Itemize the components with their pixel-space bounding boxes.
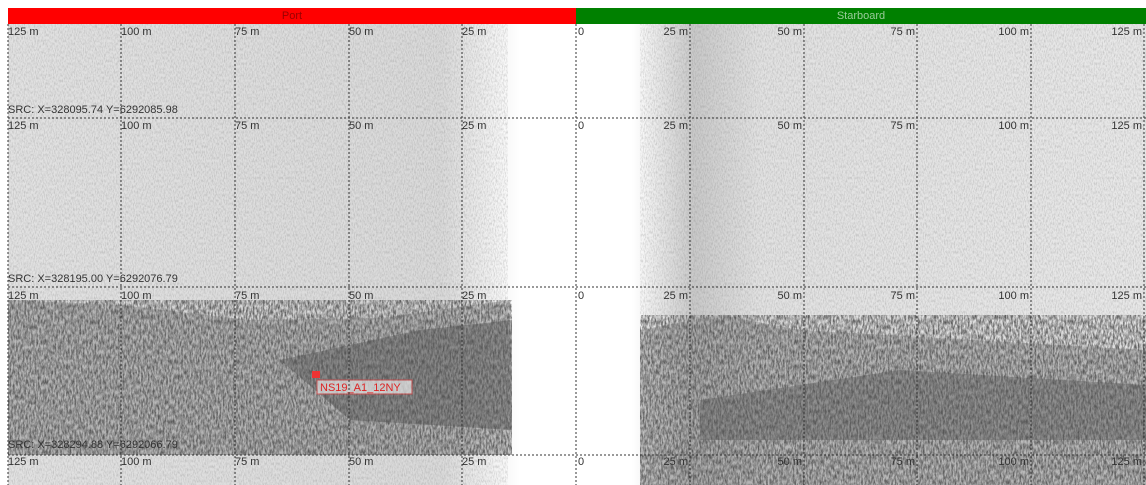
target-marker: [312, 371, 320, 378]
starboard-range-label: 25 m: [664, 120, 688, 132]
port-range-label: 50 m: [349, 290, 373, 302]
starboard-range-label: 75 m: [891, 26, 915, 38]
src-label: SRC: X=328195.00 Y=6292076.79: [8, 273, 178, 285]
starboard-range-label: 125 m: [1111, 120, 1142, 132]
src-label: SRC: X=328095.74 Y=6292085.98: [8, 104, 178, 116]
port-range-label: 100 m: [121, 290, 152, 302]
starboard-range-label: 75 m: [891, 456, 915, 468]
starboard-range-label: 25 m: [664, 456, 688, 468]
starboard-range-label: 25 m: [664, 26, 688, 38]
port-range-label: 50 m: [349, 120, 373, 132]
starboard-dark-patch: [700, 370, 1146, 440]
port-range-label: 100 m: [121, 456, 152, 468]
port-range-label: 100 m: [121, 26, 152, 38]
port-title: Port: [282, 10, 302, 22]
port-range-label: 75 m: [235, 456, 259, 468]
port-range-label: 75 m: [235, 120, 259, 132]
port-range-label: 125 m: [8, 26, 39, 38]
starboard-range-label: 125 m: [1111, 26, 1142, 38]
port-seabed-texture: [8, 300, 512, 455]
starboard-range-label: 75 m: [891, 120, 915, 132]
starboard-range-label: 50 m: [778, 26, 802, 38]
port-range-label: 125 m: [8, 120, 39, 132]
port-dark-patch: [280, 320, 512, 430]
starboard-range-label: 100 m: [998, 120, 1029, 132]
starboard-range-label: 100 m: [998, 26, 1029, 38]
port-range-label: 125 m: [8, 290, 39, 302]
starboard-range-label: 0: [578, 456, 584, 468]
starboard-range-label: 100 m: [998, 290, 1029, 302]
starboard-range-label: 100 m: [998, 456, 1029, 468]
starboard-title: Starboard: [837, 10, 885, 22]
port-bar: [8, 8, 576, 24]
port-range-label: 50 m: [349, 456, 373, 468]
port-range-label: 75 m: [235, 290, 259, 302]
starboard-bar: [576, 8, 1146, 24]
port-range-label: 25 m: [462, 290, 486, 302]
port-range-label: 25 m: [462, 26, 486, 38]
target-box: [316, 379, 413, 395]
starboard-range-label: 75 m: [891, 290, 915, 302]
port-range-label: 25 m: [462, 120, 486, 132]
starboard-seabed-texture: [640, 315, 1146, 485]
starboard-range-label: 125 m: [1111, 456, 1142, 468]
port-range-label: 25 m: [462, 456, 486, 468]
port-range-label: 75 m: [235, 26, 259, 38]
src-label: SRC: X=328294.88 Y=6292066.79: [8, 439, 178, 451]
starboard-range-label: 50 m: [778, 120, 802, 132]
starboard-range-label: 0: [578, 290, 584, 302]
starboard-range-label: 0: [578, 26, 584, 38]
starboard-range-label: 50 m: [778, 290, 802, 302]
port-range-label: 50 m: [349, 26, 373, 38]
starboard-range-label: 50 m: [778, 456, 802, 468]
starboard-range-label: 25 m: [664, 290, 688, 302]
starboard-range-label: 0: [578, 120, 584, 132]
starboard-range-label: 125 m: [1111, 290, 1142, 302]
target-label: NS19_A1_12NY: [320, 382, 401, 394]
port-range-label: 125 m: [8, 456, 39, 468]
port-range-label: 100 m: [121, 120, 152, 132]
